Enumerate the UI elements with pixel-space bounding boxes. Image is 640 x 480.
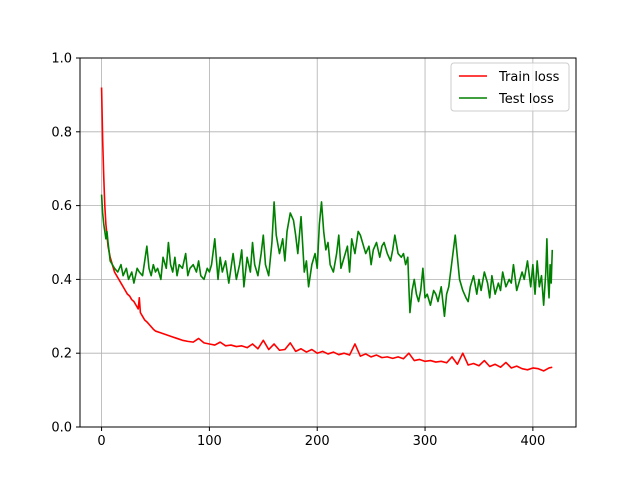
test-loss-line [100,194,554,318]
legend: Train loss Test loss [450,62,570,112]
legend-label: Test loss [498,92,554,107]
x-tick-label: 400 [520,434,545,449]
y-tick-label: 1.0 [51,52,72,67]
plot-frame [79,57,577,428]
y-tick-label: 0.6 [51,199,72,214]
x-tick-label: 100 [197,434,222,449]
y-tick-label: 0.0 [51,421,72,436]
series-layer [100,87,554,372]
x-tick-label: 200 [305,434,330,449]
y-tick-label: 0.8 [51,125,72,140]
x-tick-label: 300 [413,434,438,449]
y-tick-label: 0.2 [51,347,72,362]
x-tick-label: 0 [97,434,105,449]
legend-box [450,62,570,112]
y-tick-label: 0.4 [51,273,72,288]
train-loss-line [100,87,553,372]
axis-ticks: 0 100 200 300 400 0.0 0.2 0.4 0.6 0.8 1.0 [51,52,545,450]
legend-label: Train loss [498,70,560,85]
